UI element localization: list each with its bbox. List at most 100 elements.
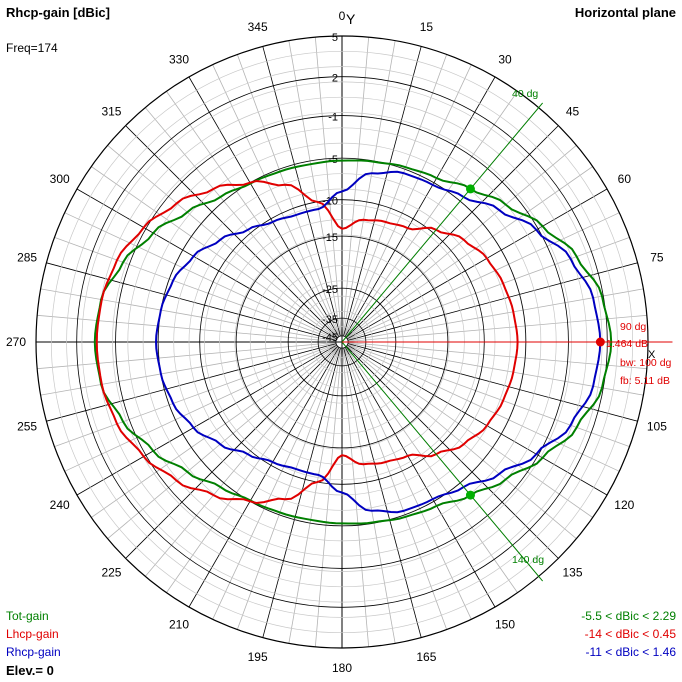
angle-tick-label: 15 xyxy=(420,20,434,34)
radial-tick-label: -45 xyxy=(322,332,338,344)
angle-tick-label: 165 xyxy=(416,650,436,664)
spoke-10 xyxy=(342,40,396,337)
spoke-20 xyxy=(343,54,448,337)
angle-tick-label: 120 xyxy=(614,498,634,512)
angle-tick-label: 60 xyxy=(618,172,632,186)
range-tot-gain: -5.5 < dBic < 2.29 xyxy=(581,609,676,623)
angle-tick-label: 75 xyxy=(650,251,664,265)
angle-tick-label: 300 xyxy=(50,172,70,186)
angle-tick-label: 45 xyxy=(566,104,580,118)
x-axis-label: X xyxy=(648,349,656,361)
angle-tick-label: 180 xyxy=(332,661,352,675)
angle-tick-label: 345 xyxy=(248,20,268,34)
spoke-125 xyxy=(346,345,593,518)
spoke-185 xyxy=(314,348,342,647)
marker-40-label: 40 dg xyxy=(512,88,538,100)
spoke-55 xyxy=(346,166,593,339)
spoke-220 xyxy=(145,346,339,577)
spoke-265 xyxy=(37,342,336,370)
legend-lhcp-gain: Lhcp-gain xyxy=(6,627,59,641)
spoke-70 xyxy=(347,236,630,341)
spoke-100 xyxy=(347,342,644,396)
spoke-215 xyxy=(166,346,339,593)
spoke-235 xyxy=(91,345,338,518)
spoke-330 xyxy=(188,76,340,337)
marker-dot-140 xyxy=(465,490,475,500)
spoke-225 xyxy=(125,346,338,559)
spoke-335 xyxy=(212,64,340,337)
spoke-240 xyxy=(76,344,337,496)
spoke-320 xyxy=(145,107,339,338)
spoke-80 xyxy=(347,288,644,342)
spoke-5 xyxy=(342,37,370,336)
beamwidth-label: bw: 100 dg xyxy=(620,357,672,369)
angle-tick-label: 105 xyxy=(647,419,667,433)
angle-tick-label: 225 xyxy=(101,566,121,580)
spoke-290 xyxy=(54,236,337,341)
marker-dot-90 xyxy=(595,337,605,347)
angle-tick-label: 135 xyxy=(563,566,583,580)
marker-line-140 xyxy=(341,341,544,582)
radial-tick-label: -25 xyxy=(322,284,338,296)
gain-curves xyxy=(93,159,613,525)
spoke-325 xyxy=(166,91,339,338)
spoke-255 xyxy=(46,343,337,422)
spoke-355 xyxy=(314,37,342,336)
spoke-170 xyxy=(342,347,396,644)
curve-lhcp-gain xyxy=(95,179,519,505)
marker-dot-40 xyxy=(465,184,475,194)
angle-tick-label: 285 xyxy=(17,251,37,265)
spoke-115 xyxy=(347,344,620,472)
spoke-200 xyxy=(236,347,341,630)
angle-tick-label: 0 xyxy=(339,9,346,23)
chart-title: Rhcp-gain [dBic] xyxy=(6,5,110,20)
spoke-205 xyxy=(212,347,340,620)
angle-tick-label: 150 xyxy=(495,617,515,631)
front-back-label: fb: 5.11 dB xyxy=(620,375,670,387)
spoke-50 xyxy=(346,145,577,339)
spoke-175 xyxy=(342,348,370,647)
range-lhcp-gain: -14 < dBic < 0.45 xyxy=(585,627,677,641)
radial-tick-label: 2 xyxy=(332,73,338,85)
spoke-130 xyxy=(346,345,577,539)
plane-label: Horizontal plane xyxy=(575,5,676,20)
spoke-145 xyxy=(345,346,518,593)
legend-tot-gain: Tot-gain xyxy=(6,609,49,623)
spoke-165 xyxy=(343,347,422,638)
spoke-110 xyxy=(347,343,630,448)
radial-tick-label: -15 xyxy=(322,232,338,244)
spoke-315 xyxy=(125,125,338,338)
spoke-35 xyxy=(345,91,518,338)
y-axis-label: Y xyxy=(346,11,356,27)
spoke-305 xyxy=(91,166,338,339)
curve-rhcp-gain xyxy=(154,170,602,514)
spoke-210 xyxy=(188,347,340,608)
spoke-340 xyxy=(236,54,341,337)
spoke-120 xyxy=(347,344,608,496)
polar-grid: 52-1-5-10-15-25-35-450153045607510512013… xyxy=(6,9,667,675)
angle-tick-label: 30 xyxy=(498,53,512,67)
spoke-160 xyxy=(343,347,448,630)
main-lobe-angle: 90 dg xyxy=(620,321,646,333)
spoke-245 xyxy=(64,344,337,472)
angle-tick-label: 255 xyxy=(17,419,37,433)
angle-tick-label: 270 xyxy=(6,335,26,349)
spoke-65 xyxy=(347,212,620,340)
marker-140-label: 140 dg xyxy=(512,554,544,566)
marker-line-40 xyxy=(341,102,544,343)
legend-rhcp-gain: Rhcp-gain xyxy=(6,645,61,659)
spoke-190 xyxy=(288,347,342,644)
spoke-15 xyxy=(343,46,422,337)
spoke-45 xyxy=(346,125,559,338)
radial-tick-label: -1 xyxy=(328,112,338,124)
spoke-285 xyxy=(46,262,337,341)
spoke-155 xyxy=(344,347,472,620)
angle-tick-label: 195 xyxy=(248,650,268,664)
spoke-280 xyxy=(40,288,337,342)
spoke-260 xyxy=(40,342,337,396)
freq-label: Freq=174 xyxy=(6,41,58,55)
spoke-350 xyxy=(288,40,342,337)
spoke-25 xyxy=(344,64,472,337)
marker-overlay xyxy=(341,102,673,582)
